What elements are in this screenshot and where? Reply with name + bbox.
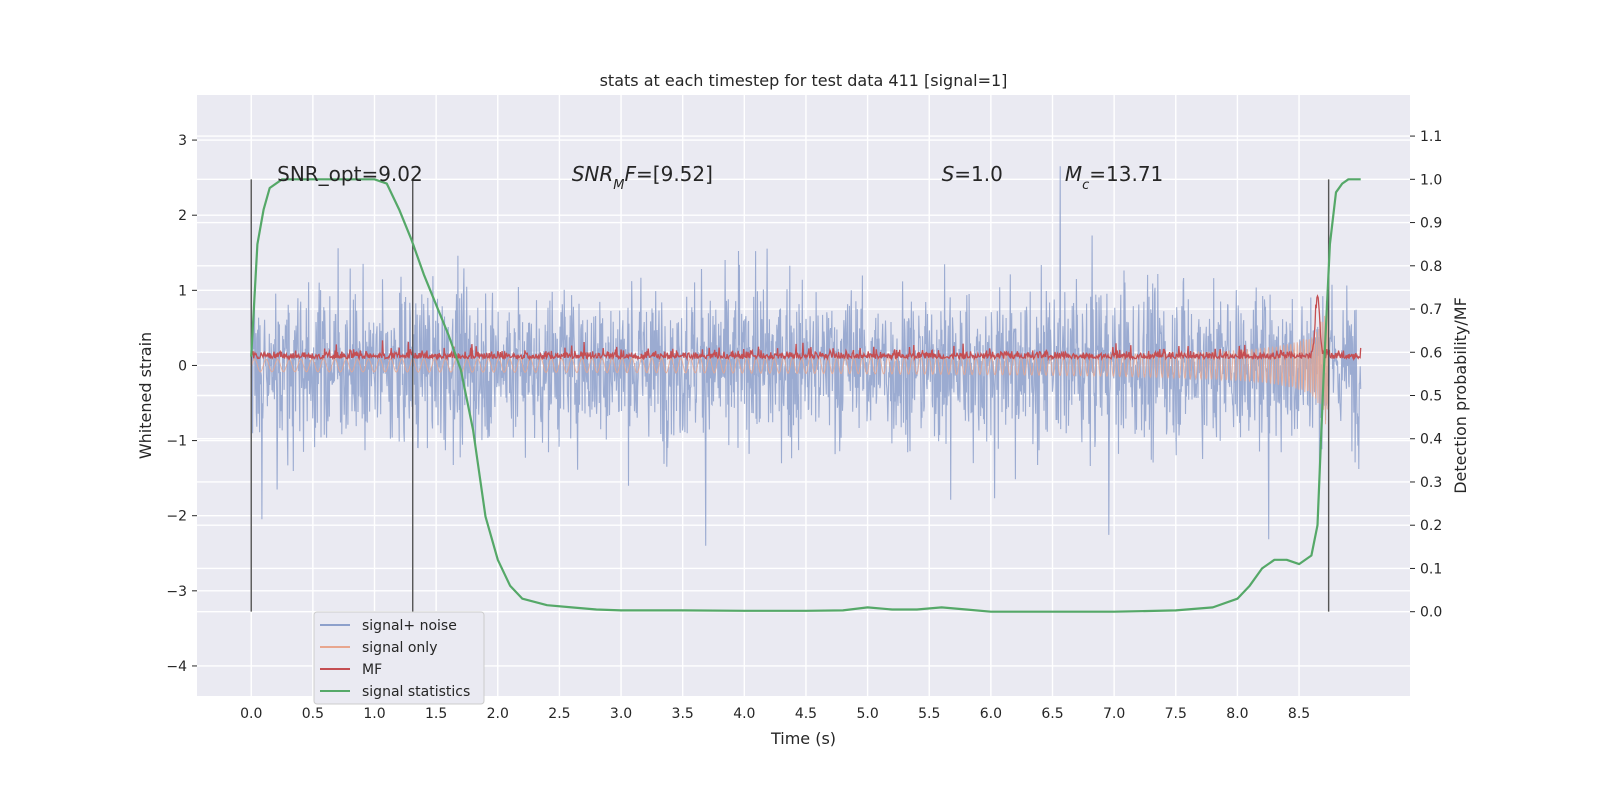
- x-tick-label: 3.0: [610, 706, 632, 722]
- y2-tick-label: 0.8: [1420, 259, 1442, 275]
- annotation-snr-mf: SNRMF=[9.52]: [572, 162, 713, 193]
- x-tick-label: 8.5: [1288, 706, 1310, 722]
- annotation-snr-opt: SNR_opt=9.02: [277, 162, 423, 186]
- x-tick-label: 3.5: [672, 706, 694, 722]
- y-tick-label: 0: [178, 358, 187, 374]
- y-axis-label: Whitened strain: [136, 332, 155, 459]
- y2-tick-label: 0.2: [1420, 518, 1442, 534]
- legend-label: signal only: [362, 640, 437, 656]
- y-tick-label: −2: [166, 509, 187, 525]
- x-tick-label: 1.0: [363, 706, 385, 722]
- x-tick-label: 0.5: [302, 706, 324, 722]
- series-signal-only: [250, 285, 1330, 425]
- series-signal-noise: [250, 166, 1362, 546]
- x-tick-label: 2.5: [548, 706, 570, 722]
- y2-axis-label: Detection probability/MF: [1451, 297, 1470, 494]
- x-tick-label: 5.0: [856, 706, 878, 722]
- y2-tick-label: 0.6: [1420, 345, 1442, 361]
- x-axis-label: Time (s): [770, 729, 836, 748]
- series-layer: [250, 166, 1362, 613]
- x-tick-label: 6.0: [980, 706, 1002, 722]
- annotation-mc: Mc=13.71: [1065, 162, 1163, 193]
- series-signal-statistics: [250, 178, 1361, 613]
- y-tick-label: 2: [178, 208, 187, 224]
- chart-title: stats at each timestep for test data 411…: [600, 71, 1008, 90]
- y-tick-label: −4: [166, 659, 187, 675]
- x-tick-label: 1.5: [425, 706, 447, 722]
- legend-label: MF: [362, 662, 382, 678]
- legend-label: signal statistics: [362, 684, 470, 700]
- x-tick-label: 4.5: [795, 706, 817, 722]
- y-tick-label: 3: [178, 133, 187, 149]
- legend-box: [313, 611, 485, 705]
- x-tick-label: 0.0: [240, 706, 262, 722]
- x-tick-label: 2.0: [487, 706, 509, 722]
- y2-tick-label: 0.4: [1420, 432, 1442, 448]
- y-tick-label: −1: [166, 434, 187, 450]
- x-tick-label: 8.0: [1226, 706, 1248, 722]
- x-tick-label: 6.5: [1041, 706, 1063, 722]
- y2-tick-label: 0.7: [1420, 302, 1442, 318]
- x-tick-label: 7.0: [1103, 706, 1125, 722]
- series-mf: [250, 294, 1362, 362]
- y2-tick-label: 0.9: [1420, 216, 1442, 232]
- y2-tick-label: 0.1: [1420, 561, 1442, 577]
- y2-tick-label: 1.0: [1420, 172, 1442, 188]
- y2-tick-label: 1.1: [1420, 129, 1442, 145]
- y2-tick-label: 0.3: [1420, 475, 1442, 491]
- x-tick-label: 7.5: [1165, 706, 1187, 722]
- axes: 0.0 0.5 1.0 1.5 2.0 2.5 3.0 3.5 4.0 4.5 5.0 5.5 6.0 6…: [166, 129, 1442, 722]
- y2-tick-label: 0.5: [1420, 389, 1442, 405]
- y-tick-label: 1: [178, 283, 187, 299]
- legend: signal+ noise signal only MF signal statist…: [313, 611, 485, 705]
- annotation-s: S=1.0: [942, 162, 1003, 186]
- legend-label: signal+ noise: [362, 618, 457, 634]
- y-tick-label: −3: [166, 584, 187, 600]
- x-tick-label: 4.0: [733, 706, 755, 722]
- x-tick-label: 5.5: [918, 706, 940, 722]
- y2-tick-label: 0.0: [1420, 605, 1442, 621]
